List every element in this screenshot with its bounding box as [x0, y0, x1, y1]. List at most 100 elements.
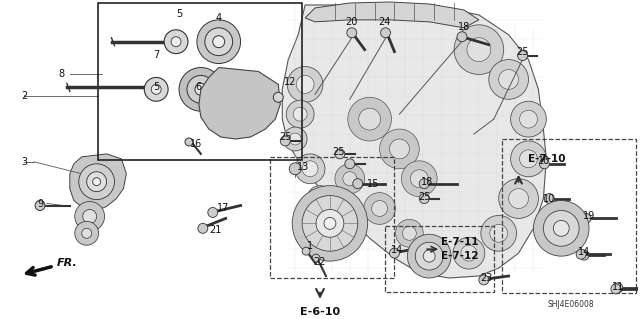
Polygon shape	[199, 68, 280, 139]
Circle shape	[372, 201, 387, 216]
Circle shape	[511, 141, 547, 177]
Circle shape	[415, 242, 443, 270]
Circle shape	[347, 28, 356, 38]
Text: 7: 7	[153, 49, 159, 60]
Circle shape	[534, 201, 589, 256]
Circle shape	[314, 193, 326, 204]
Circle shape	[293, 107, 307, 121]
Text: 25: 25	[279, 132, 291, 142]
Circle shape	[613, 283, 623, 293]
Circle shape	[479, 275, 489, 285]
Text: 5: 5	[153, 82, 159, 93]
Circle shape	[423, 250, 435, 262]
Bar	[385, 226, 493, 292]
Circle shape	[401, 161, 437, 197]
Circle shape	[151, 85, 161, 94]
Circle shape	[273, 92, 284, 102]
Text: 13: 13	[297, 162, 309, 172]
Circle shape	[296, 76, 314, 93]
Text: 5: 5	[176, 9, 182, 19]
Circle shape	[302, 247, 310, 255]
Circle shape	[509, 189, 529, 209]
Circle shape	[212, 36, 225, 48]
Text: 3: 3	[21, 157, 28, 167]
Circle shape	[543, 211, 579, 246]
Circle shape	[185, 138, 193, 146]
Circle shape	[164, 30, 188, 54]
Circle shape	[208, 207, 218, 218]
Circle shape	[348, 97, 392, 141]
Circle shape	[280, 136, 290, 146]
Circle shape	[335, 164, 365, 194]
Circle shape	[86, 172, 106, 192]
Text: 12: 12	[284, 78, 296, 87]
Polygon shape	[70, 154, 127, 211]
Text: 1: 1	[307, 241, 313, 251]
Circle shape	[520, 150, 538, 168]
Circle shape	[75, 221, 99, 245]
Circle shape	[454, 25, 504, 74]
Circle shape	[358, 108, 381, 130]
Circle shape	[554, 220, 569, 236]
Circle shape	[511, 101, 547, 137]
Circle shape	[457, 32, 467, 42]
Circle shape	[520, 110, 538, 128]
Circle shape	[179, 68, 223, 111]
Circle shape	[581, 213, 591, 223]
Text: 25: 25	[516, 47, 529, 57]
Text: E-6-10: E-6-10	[300, 307, 340, 317]
Circle shape	[364, 193, 396, 224]
Text: 24: 24	[378, 17, 390, 27]
Circle shape	[292, 186, 367, 261]
Circle shape	[410, 170, 428, 188]
Circle shape	[453, 237, 485, 269]
Polygon shape	[282, 5, 547, 278]
Circle shape	[461, 245, 477, 261]
Circle shape	[419, 194, 429, 204]
Text: 6: 6	[196, 82, 202, 93]
Bar	[98, 3, 302, 160]
Circle shape	[345, 159, 355, 169]
Circle shape	[195, 83, 207, 95]
Circle shape	[307, 186, 333, 211]
Circle shape	[198, 223, 208, 233]
Circle shape	[540, 159, 549, 169]
Circle shape	[318, 211, 342, 235]
Text: E-7-10: E-7-10	[529, 154, 566, 164]
Text: E-7-11: E-7-11	[441, 237, 479, 247]
Text: 4: 4	[216, 13, 222, 23]
Circle shape	[611, 284, 621, 294]
Circle shape	[289, 163, 301, 175]
Text: 10: 10	[543, 194, 556, 204]
Circle shape	[381, 28, 390, 38]
Circle shape	[324, 218, 336, 229]
Circle shape	[302, 161, 318, 177]
Text: 25: 25	[333, 147, 345, 157]
Circle shape	[287, 67, 323, 102]
Text: 10: 10	[538, 156, 550, 166]
Circle shape	[467, 38, 491, 62]
Circle shape	[545, 194, 554, 204]
Bar	[270, 157, 394, 278]
Circle shape	[396, 219, 423, 247]
Circle shape	[302, 196, 358, 251]
Circle shape	[93, 178, 100, 186]
Text: 19: 19	[583, 211, 595, 221]
Text: 25: 25	[418, 192, 431, 202]
Circle shape	[187, 76, 215, 103]
Circle shape	[205, 28, 232, 56]
Circle shape	[489, 60, 529, 99]
Text: 8: 8	[59, 70, 65, 79]
Circle shape	[295, 154, 325, 184]
Circle shape	[316, 210, 344, 237]
Circle shape	[576, 249, 586, 259]
Circle shape	[518, 51, 527, 61]
Circle shape	[83, 210, 97, 223]
Circle shape	[481, 215, 516, 251]
Circle shape	[408, 234, 451, 278]
Circle shape	[380, 129, 419, 169]
Circle shape	[403, 226, 416, 240]
Text: 21: 21	[209, 225, 222, 235]
Bar	[502, 139, 636, 293]
Text: 18: 18	[421, 177, 433, 187]
